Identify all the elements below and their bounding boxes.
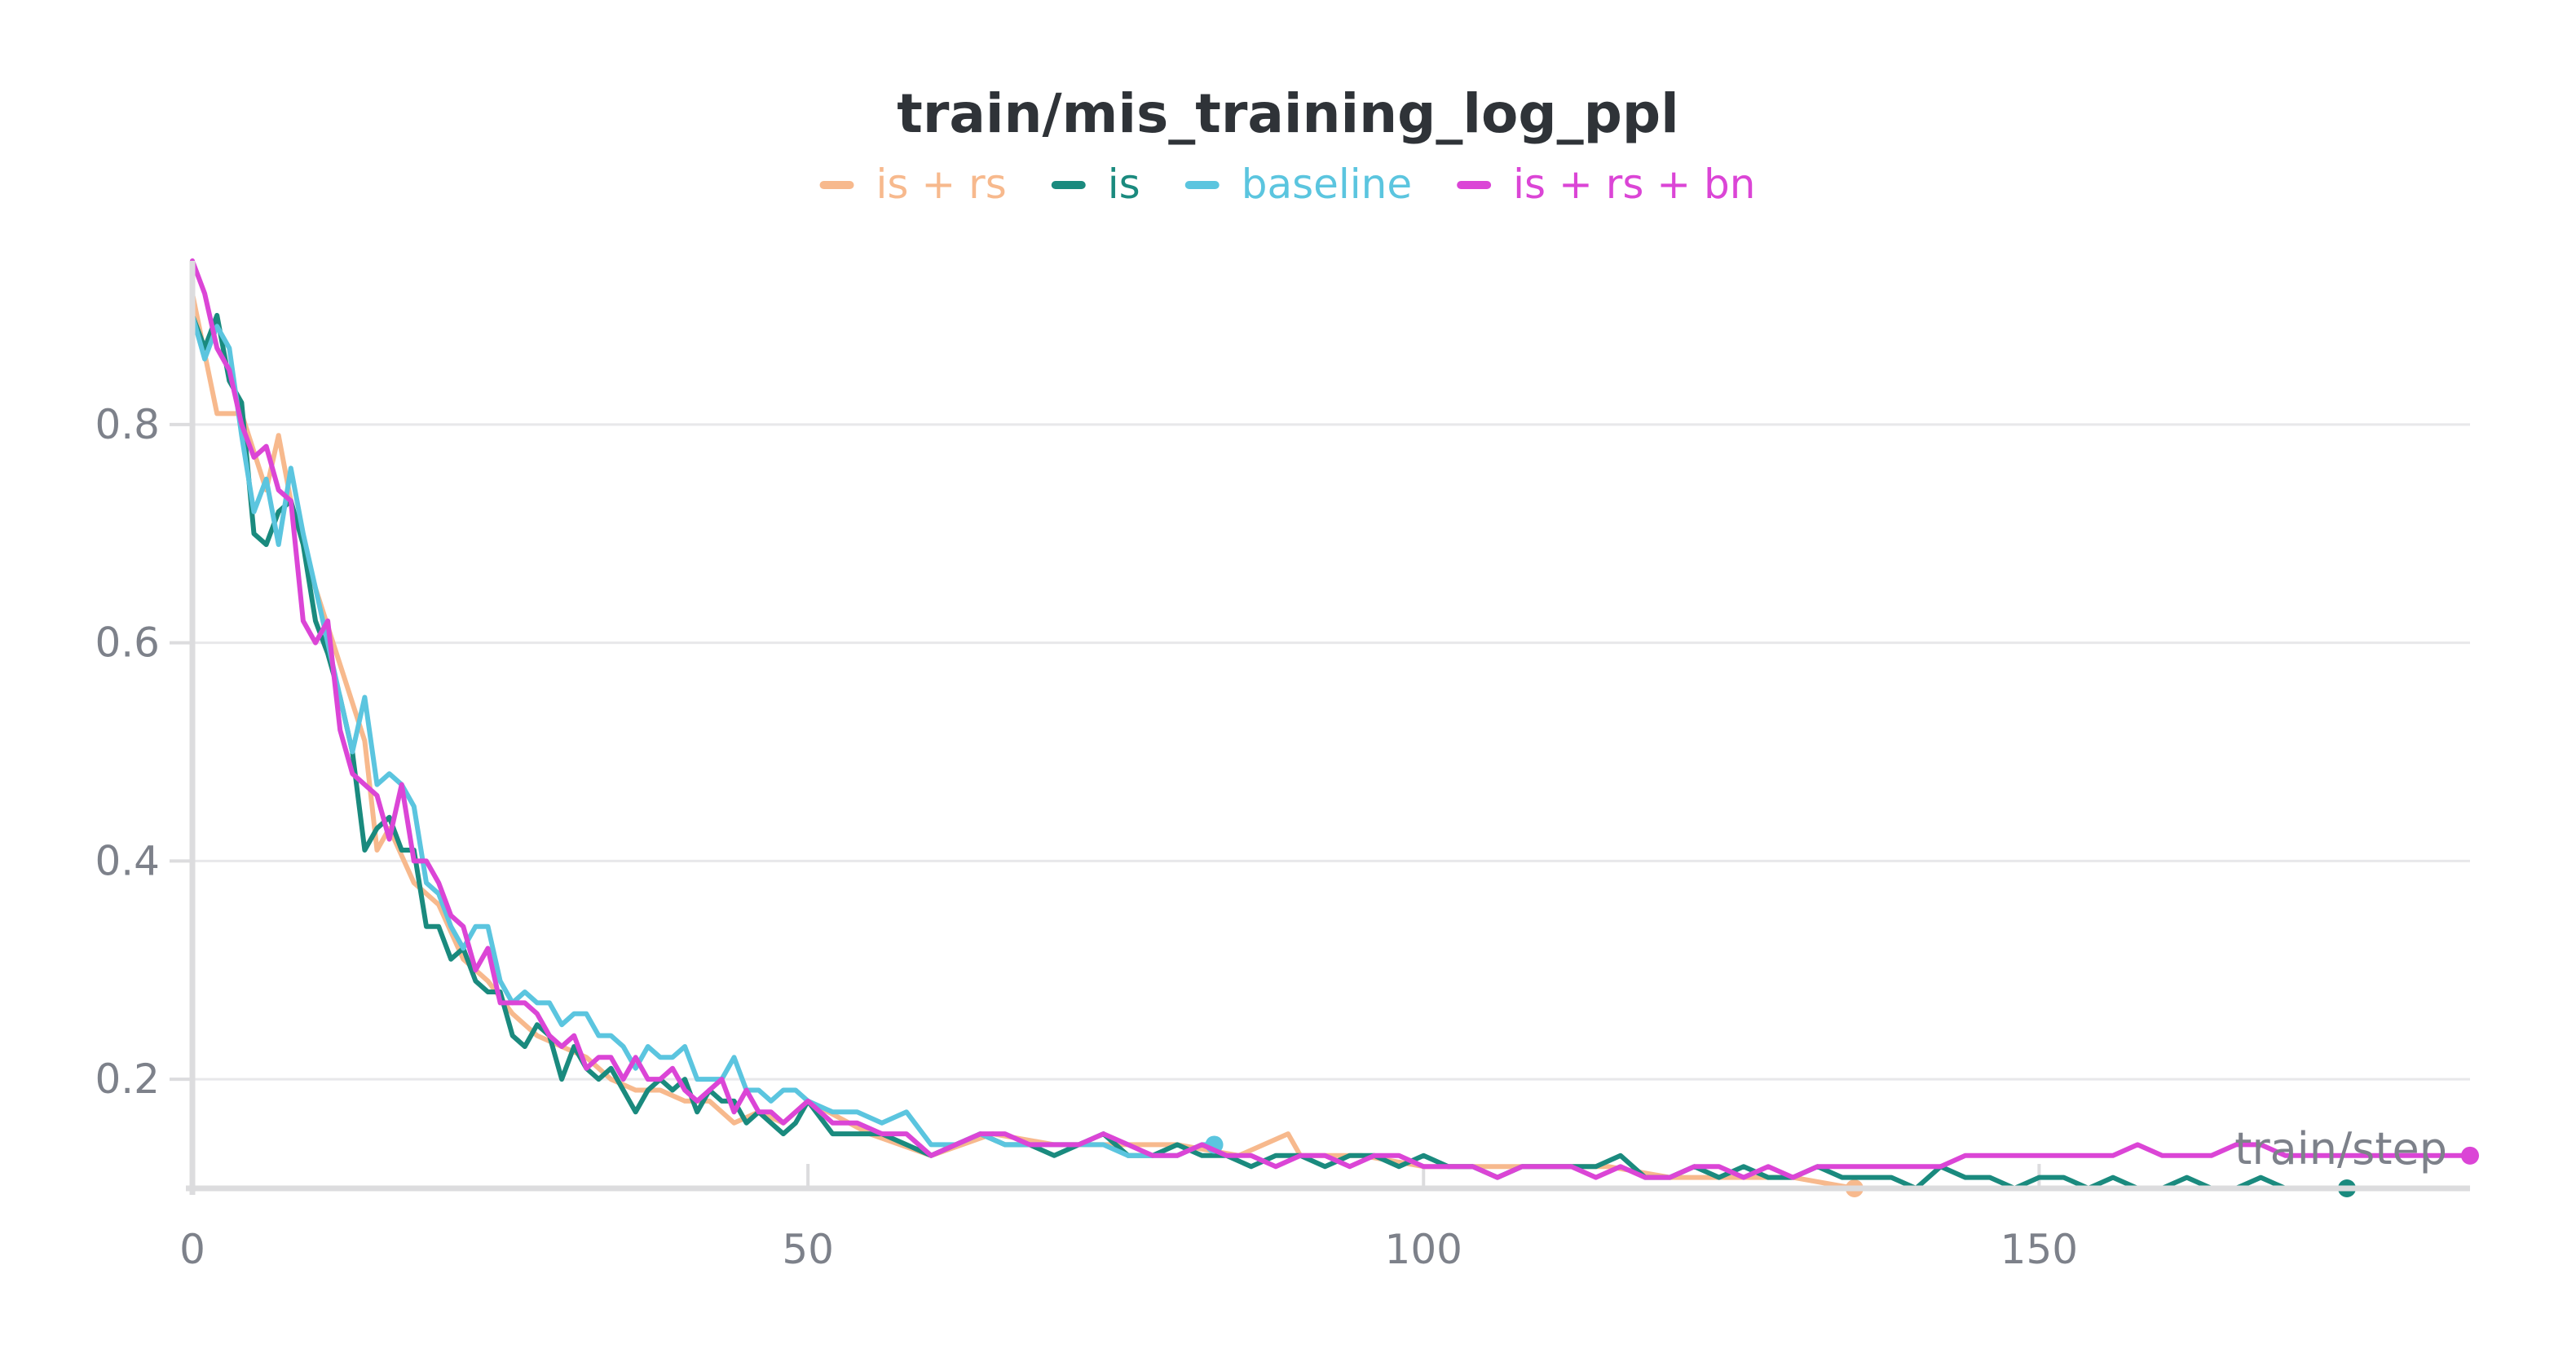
- series-line-3: [190, 258, 2472, 1180]
- series-line-2: [190, 312, 1217, 1158]
- legend-label: is + rs + bn: [1513, 161, 1755, 208]
- y-axis-ticks: 0.2 0.4 0.6 0.8: [95, 401, 192, 1103]
- gridlines: [192, 423, 2470, 1081]
- series-line-0: [190, 291, 1857, 1191]
- legend-item-1[interactable]: is: [1051, 161, 1140, 208]
- series-end-marker-3: [2461, 1146, 2479, 1165]
- x-tick-label: 0: [179, 1226, 205, 1273]
- legend-item-2[interactable]: baseline: [1184, 161, 1412, 208]
- y-tick-label: 0.8: [95, 401, 160, 448]
- chart-title: train/mis_training_log_ppl: [897, 82, 1678, 145]
- series-line-1: [190, 312, 2349, 1191]
- x-tick-label: 150: [2000, 1226, 2078, 1273]
- x-tick-label: 50: [782, 1226, 834, 1273]
- x-tick-label: 100: [1385, 1226, 1462, 1273]
- y-tick-label: 0.6: [95, 619, 160, 667]
- legend-item-0[interactable]: is + rs: [819, 161, 1007, 208]
- legend-label: baseline: [1242, 161, 1412, 208]
- legend-label: is + rs: [876, 161, 1007, 208]
- legend-item-3[interactable]: is + rs + bn: [1457, 161, 1755, 208]
- y-tick-label: 0.4: [95, 837, 160, 884]
- legend-label: is: [1108, 161, 1140, 208]
- x-axis-label: train/step: [2234, 1123, 2447, 1175]
- x-axis-ticks: 0 50 100 150: [179, 1164, 2078, 1273]
- series-group: [190, 258, 2479, 1197]
- legend: is + rs is baseline is + rs + bn: [819, 161, 1755, 208]
- y-tick-label: 0.2: [95, 1056, 160, 1103]
